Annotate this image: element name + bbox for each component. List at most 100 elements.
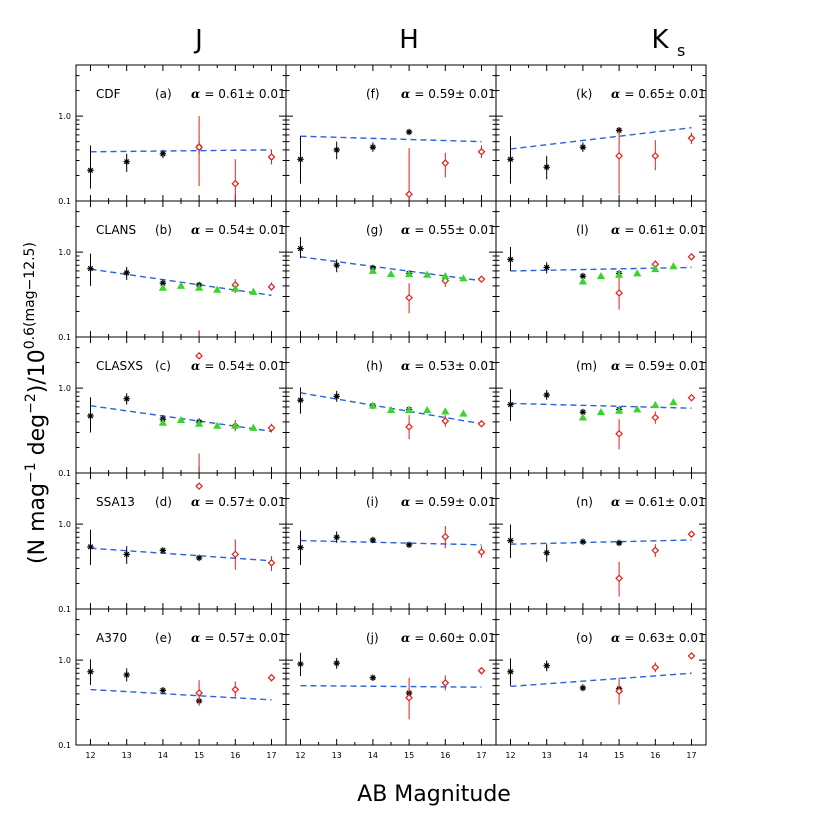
red-diamond-point — [405, 693, 413, 702]
panel-c: 0.1 1.0 CLASXS (c) α = 0.54± 0.01 — [58, 336, 287, 490]
black-asterisk-point — [297, 245, 304, 252]
x-tick-label: 17 — [476, 751, 486, 760]
red-diamond-point — [651, 663, 660, 672]
black-asterisk-point — [369, 674, 377, 681]
asterisk-stroke — [160, 547, 166, 554]
red-diamond-point — [651, 413, 660, 422]
asterisk-stroke — [507, 156, 514, 162]
green-triangle-point — [669, 398, 678, 406]
red-diamond-point — [267, 282, 276, 291]
red-diamond-point — [195, 351, 203, 360]
x-tick-label: 13 — [332, 751, 342, 760]
asterisk-stroke — [580, 539, 586, 545]
asterisk-stroke — [370, 675, 376, 681]
red-diamond-point — [441, 417, 450, 425]
alpha-annotation: α = 0.65± 0.01 — [611, 87, 706, 101]
field-name: CDF — [96, 87, 121, 101]
black-asterisk-point — [333, 534, 340, 541]
green-triangle-point — [158, 283, 167, 291]
asterisk-stroke — [160, 151, 166, 157]
y-tick-label: 1.0 — [58, 656, 71, 665]
red-diamond-point — [267, 673, 276, 682]
asterisk-stroke — [580, 144, 586, 150]
asterisk-stroke — [370, 144, 376, 150]
red-diamond-point — [651, 546, 660, 555]
field-name: CLANS — [96, 223, 136, 237]
green-triangle-point — [615, 270, 624, 278]
x-tick-label: 16 — [650, 751, 660, 760]
asterisk-stroke — [297, 661, 304, 667]
red-diamond-point — [615, 152, 623, 160]
green-triangle-point — [368, 401, 377, 409]
black-asterisk-point — [543, 549, 550, 556]
fit-line — [510, 672, 692, 688]
black-asterisk-point — [369, 144, 377, 151]
asterisk-stroke — [544, 550, 550, 556]
asterisk-stroke — [87, 167, 94, 173]
black-asterisk-point — [87, 412, 94, 420]
asterisk-stroke — [124, 551, 130, 558]
black-asterisk-point — [405, 541, 413, 549]
green-triangle-point — [651, 264, 660, 273]
panel-letter: (b) — [155, 223, 172, 237]
asterisk-stroke — [507, 669, 514, 675]
asterisk-stroke — [544, 264, 550, 271]
fit-line — [300, 684, 482, 688]
green-triangle-point — [441, 407, 450, 415]
panel-l: (l) α = 0.61± 0.01 — [495, 200, 707, 338]
asterisk-stroke — [334, 534, 340, 540]
green-triangle-point — [459, 409, 468, 417]
black-asterisk-point — [405, 128, 413, 136]
red-diamond-point — [231, 550, 240, 559]
black-asterisk-point — [297, 544, 304, 551]
panel-letter: (c) — [155, 359, 171, 373]
panel-frame — [75, 200, 287, 338]
red-diamond-point — [687, 134, 696, 142]
asterisk-stroke — [544, 392, 550, 398]
red-diamond-point — [441, 678, 450, 687]
panel-letter: (m) — [576, 359, 597, 373]
fit-line — [300, 135, 482, 143]
asterisk-stroke — [196, 555, 202, 561]
panel-frame — [285, 608, 497, 746]
y-tick-label: 1.0 — [58, 384, 71, 393]
green-triangle-point — [368, 266, 377, 274]
panel-e: 12 13 14 15 16 17 0.1 1.0 A370 (e) α = 0.57± 0.01 — [58, 608, 287, 760]
asterisk-stroke — [580, 685, 586, 691]
red-diamond-point — [477, 419, 486, 428]
x-tick-label: 17 — [266, 751, 276, 760]
panel-m: (m) α = 0.59± 0.01 — [495, 336, 707, 474]
red-diamond-point — [615, 289, 623, 297]
x-tick-label: 15 — [404, 751, 414, 760]
alpha-annotation: α = 0.57± 0.01 — [191, 631, 286, 645]
black-asterisk-point — [333, 146, 340, 154]
black-asterisk-point — [543, 391, 550, 399]
asterisk-stroke — [544, 164, 550, 170]
green-triangle-point — [405, 269, 414, 278]
y-tick-label: 1.0 — [58, 248, 71, 257]
x-tick-label: 16 — [230, 751, 240, 760]
red-diamond-point — [441, 532, 450, 541]
asterisk-stroke — [370, 537, 376, 543]
alpha-annotation: α = 0.59± 0.01 — [401, 495, 496, 509]
alpha-annotation: α = 0.55± 0.01 — [401, 223, 496, 237]
panel-n: (n) α = 0.61± 0.01 — [495, 472, 707, 610]
x-tick-label: 14 — [578, 751, 588, 760]
green-triangle-point — [213, 421, 222, 429]
black-asterisk-point — [87, 167, 94, 174]
asterisk-stroke — [297, 245, 304, 252]
green-triangle-point — [405, 405, 414, 414]
panel-letter: (h) — [366, 359, 383, 373]
green-triangle-point — [386, 269, 396, 278]
fit-line — [510, 539, 692, 545]
fit-line — [90, 547, 272, 562]
black-asterisk-point — [297, 660, 304, 668]
asterisk-stroke — [507, 256, 514, 263]
field-name: A370 — [96, 631, 127, 645]
alpha-annotation: α = 0.60± 0.01 — [401, 631, 496, 645]
green-triangle-point — [213, 285, 222, 293]
field-name: CLASXS — [96, 359, 143, 373]
alpha-annotation: α = 0.59± 0.01 — [401, 87, 496, 101]
red-diamond-point — [195, 482, 203, 490]
alpha-annotation: α = 0.63± 0.01 — [611, 631, 706, 645]
